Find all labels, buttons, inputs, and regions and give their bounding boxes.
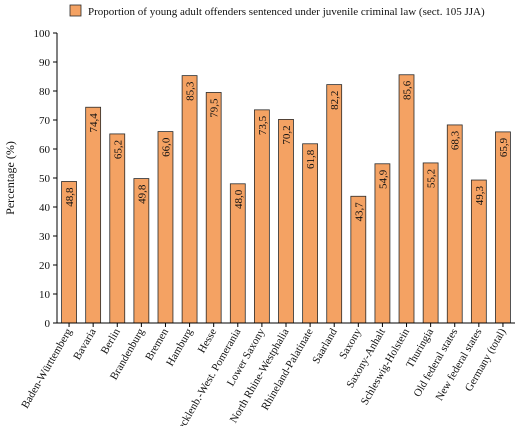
y-tick-label: 20 — [39, 260, 51, 272]
bar-value-label: 85,3 — [185, 81, 197, 101]
bar — [326, 84, 343, 324]
y-tick-label: 30 — [39, 231, 51, 243]
bar — [302, 143, 318, 324]
bar-value-label: 74,4 — [88, 113, 100, 133]
bars: 48,8 74,4 65,2 49,8 66,0 85,3 79,5 48,0 73,5 70,2… — [61, 74, 511, 324]
bar-value-label: 49,8 — [136, 184, 148, 204]
bar-value-label: 85,6 — [402, 80, 414, 100]
y-tick-label: 70 — [39, 115, 51, 127]
bar — [205, 92, 222, 324]
bar-value-label: 43,7 — [353, 202, 365, 222]
bar-value-label: 61,8 — [305, 149, 317, 169]
bar-value-label: 65,2 — [112, 140, 124, 159]
bar — [85, 106, 102, 324]
bar-value-label: 66,0 — [160, 137, 172, 157]
y-axis-title: Percentage (%) — [3, 141, 17, 215]
bar — [181, 75, 198, 324]
y-tick-label: 50 — [39, 173, 51, 185]
bar — [495, 131, 511, 324]
y-tick-label: 80 — [39, 86, 51, 98]
y-tick-label: 40 — [39, 202, 51, 214]
legend-label: Proportion of young adult offenders sent… — [88, 6, 485, 18]
y-tick-label: 10 — [39, 289, 51, 301]
x-tick-label: Baden-Württemberg — [19, 326, 75, 411]
x-tick-label: Berlin — [99, 326, 123, 356]
y-tick-label: 0 — [45, 318, 51, 330]
bar-value-label: 48,0 — [233, 189, 245, 209]
bar-value-label: 68,3 — [450, 130, 462, 150]
bar-value-label: 73,5 — [257, 115, 269, 135]
bar-value-label: 55,2 — [426, 169, 438, 188]
bar-value-label: 65,9 — [498, 137, 510, 157]
bar — [109, 133, 126, 324]
bar — [278, 119, 294, 324]
bar — [157, 131, 174, 324]
y-tick-label: 90 — [39, 57, 51, 69]
bar — [254, 109, 270, 324]
bar-value-label: 49,3 — [474, 186, 486, 206]
bar-value-label: 82,2 — [329, 91, 341, 110]
bar-value-label: 70,2 — [281, 125, 293, 144]
legend-swatch — [69, 4, 82, 17]
x-tick-label: Hesse — [196, 326, 220, 355]
y-tick-label: 100 — [34, 28, 51, 40]
y-axis: 0 10 20 30 40 50 60 70 80 90 100 — [34, 28, 58, 330]
bar — [398, 74, 415, 324]
x-tick-label: Bavaria — [71, 326, 99, 362]
legend: Proportion of young adult offenders sent… — [69, 4, 485, 18]
bar-value-label: 48,8 — [64, 187, 76, 207]
y-tick-label: 60 — [39, 144, 51, 156]
bar-value-label: 54,9 — [377, 169, 389, 189]
bar-value-label: 79,5 — [209, 98, 221, 118]
bar — [446, 124, 463, 324]
